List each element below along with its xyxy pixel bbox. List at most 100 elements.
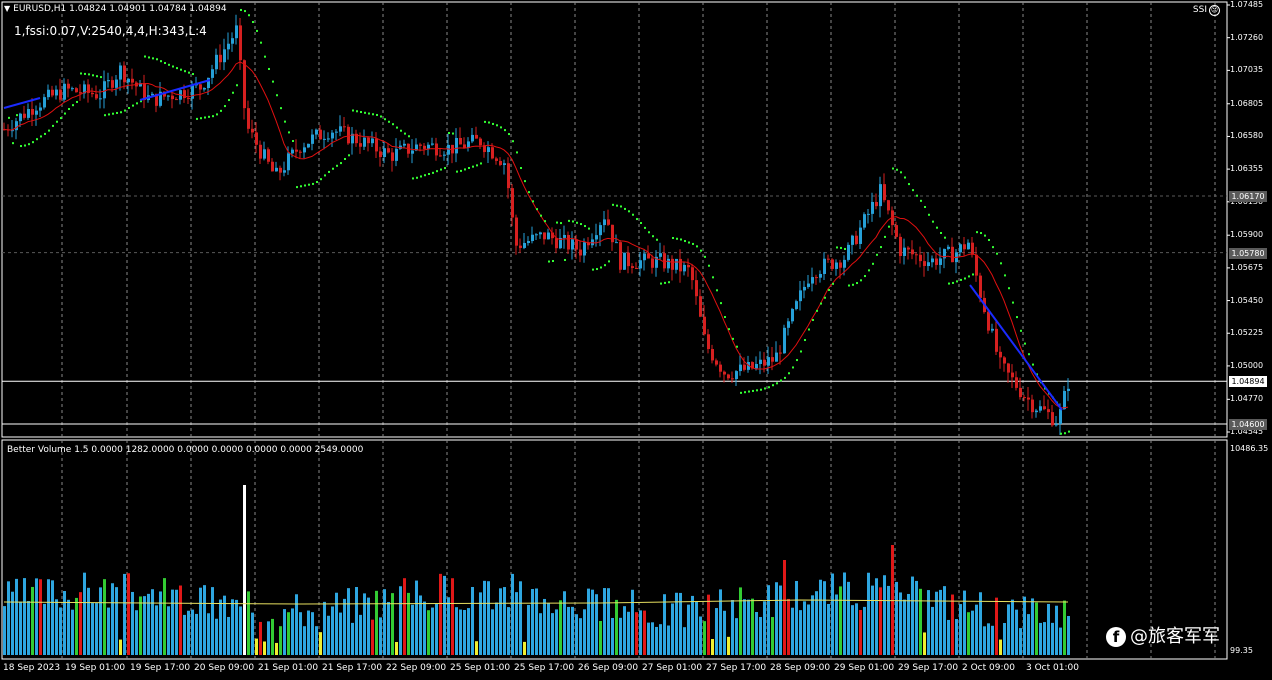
sar-dot bbox=[320, 178, 322, 181]
sar-dot bbox=[136, 102, 138, 105]
candle-body bbox=[707, 334, 710, 350]
sar-dot bbox=[1016, 316, 1018, 319]
sar-dot bbox=[492, 122, 494, 125]
candle-body bbox=[751, 362, 754, 369]
sar-dot bbox=[332, 167, 334, 170]
price-level-label: 1.05780 bbox=[1229, 247, 1267, 259]
sar-dot bbox=[296, 186, 298, 189]
sar-dot bbox=[696, 245, 698, 248]
sar-dot bbox=[180, 68, 182, 71]
sar-dot bbox=[668, 281, 670, 284]
volume-bar bbox=[1039, 622, 1042, 655]
candle-body bbox=[75, 88, 78, 93]
volume-bar bbox=[919, 588, 922, 655]
sar-dot bbox=[416, 176, 418, 179]
sar-dot bbox=[244, 10, 246, 13]
candle-body bbox=[127, 78, 130, 83]
sar-dot bbox=[336, 164, 338, 167]
sar-dot bbox=[380, 115, 382, 118]
candle-body bbox=[699, 296, 702, 317]
sar-dot bbox=[252, 21, 254, 24]
candle-body bbox=[519, 245, 522, 248]
volume-bar bbox=[195, 613, 198, 655]
candle-body bbox=[671, 258, 674, 270]
sar-dot bbox=[664, 281, 666, 284]
volume-bar bbox=[971, 610, 974, 655]
sar-dot bbox=[256, 29, 258, 32]
volume-bar bbox=[387, 601, 390, 655]
sar-dot bbox=[32, 141, 34, 144]
sar-dot bbox=[44, 132, 46, 135]
volume-bar bbox=[111, 583, 114, 655]
volume-bar bbox=[1067, 616, 1070, 655]
sar-dot bbox=[456, 170, 458, 173]
candle-body bbox=[687, 264, 690, 268]
volume-bar bbox=[531, 589, 534, 655]
volume-bar bbox=[1023, 596, 1026, 655]
sar-dot bbox=[224, 105, 226, 108]
candle-body bbox=[791, 309, 794, 322]
sar-dot bbox=[540, 214, 542, 217]
sar-dot bbox=[420, 175, 422, 178]
ssi-badge[interactable]: SSI ☺ bbox=[1193, 5, 1220, 16]
volume-bar bbox=[799, 610, 802, 655]
candle-body bbox=[19, 113, 22, 122]
time-axis-label: 27 Sep 01:00 bbox=[642, 663, 703, 673]
candle-body bbox=[835, 262, 838, 269]
price-level-label: 1.06170 bbox=[1229, 190, 1267, 202]
sar-dot bbox=[736, 345, 738, 348]
volume-bar bbox=[615, 599, 618, 655]
candle-body bbox=[419, 144, 422, 146]
volume-bar bbox=[1051, 622, 1054, 655]
volume-bar bbox=[723, 610, 726, 655]
candle-body bbox=[263, 149, 266, 159]
candle-body bbox=[963, 244, 966, 250]
candle-body bbox=[1011, 372, 1014, 378]
candle-body bbox=[995, 328, 998, 352]
sar-dot bbox=[368, 112, 370, 115]
volume-bar bbox=[1063, 600, 1066, 655]
volume-bar bbox=[355, 587, 358, 655]
candle-body bbox=[259, 144, 262, 159]
volume-bar bbox=[943, 586, 946, 655]
symbol-header[interactable]: ▼ EURUSD,H1 1.04824 1.04901 1.04784 1.048… bbox=[4, 4, 227, 14]
sar-dot bbox=[184, 70, 186, 73]
candle-body bbox=[747, 362, 750, 370]
volume-bar bbox=[575, 614, 578, 655]
candle-body bbox=[483, 145, 486, 153]
dropdown-triangle-icon[interactable]: ▼ bbox=[4, 4, 11, 13]
candle-body bbox=[51, 89, 54, 96]
candle-body bbox=[35, 110, 38, 115]
sar-dot bbox=[488, 121, 490, 124]
volume-bar bbox=[831, 573, 834, 655]
candle-body bbox=[803, 286, 806, 291]
candle-body bbox=[343, 126, 346, 128]
candle-body bbox=[487, 147, 490, 153]
sar-dot bbox=[448, 131, 450, 134]
volume-bar bbox=[419, 595, 422, 655]
sar-dot bbox=[384, 118, 386, 121]
volume-bar bbox=[227, 616, 230, 655]
volume-bar bbox=[1055, 605, 1058, 655]
sar-dot bbox=[1024, 342, 1026, 345]
sar-dot bbox=[684, 240, 686, 243]
volume-bar bbox=[159, 591, 162, 655]
price-axis-label: 1.06580 bbox=[1230, 131, 1264, 141]
sar-dot bbox=[412, 177, 414, 180]
sar-dot bbox=[176, 67, 178, 70]
volume-bar bbox=[719, 589, 722, 655]
candle-body bbox=[943, 248, 946, 259]
candle-body bbox=[599, 225, 602, 236]
volume-bar bbox=[219, 599, 222, 655]
volume-bar bbox=[975, 604, 978, 655]
sar-dot bbox=[208, 115, 210, 118]
volume-bar bbox=[187, 610, 190, 655]
candle-body bbox=[243, 60, 246, 109]
volume-bar bbox=[815, 591, 818, 655]
candle-body bbox=[531, 234, 534, 242]
price-axis-label: 1.07485 bbox=[1230, 0, 1264, 9]
sar-dot bbox=[152, 57, 154, 60]
volume-bar bbox=[495, 602, 498, 655]
volume-bar bbox=[343, 598, 346, 655]
